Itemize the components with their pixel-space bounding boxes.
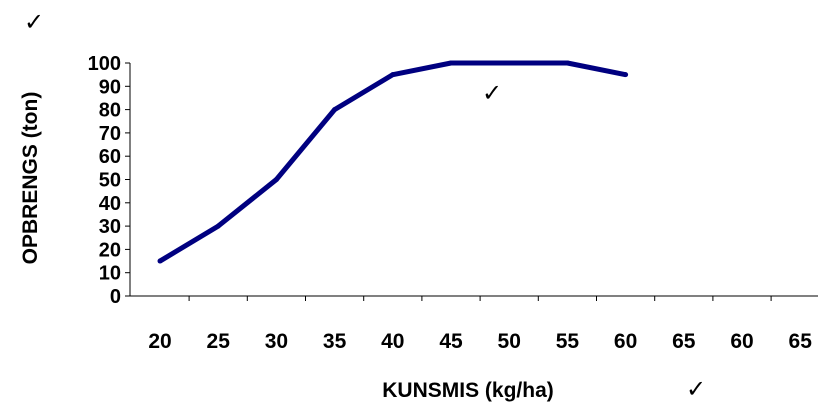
x-tick-label: 20 [148, 330, 171, 353]
x-tick-label: 60 [730, 330, 753, 353]
x-tick-label: 35 [323, 330, 347, 353]
y-axis-title: OPBRENGS (ton) [19, 92, 42, 265]
y-tick-label: 30 [99, 216, 121, 238]
x-ticks: 20 25 30 35 40 45 50 55 60 65 60 65 [148, 296, 813, 353]
y-tick-label: 50 [99, 170, 121, 192]
x-tick-label: 55 [556, 330, 580, 353]
x-tick-label: 40 [381, 330, 404, 353]
x-tick-label: 25 [207, 330, 231, 353]
check-marks: ✓ ✓ ✓ [24, 8, 706, 403]
x-tick-label: 45 [439, 330, 463, 353]
y-tick-label: 20 [99, 239, 121, 261]
data-point [623, 72, 629, 78]
x-tick-label: 30 [265, 330, 288, 353]
x-tick-label: 65 [789, 330, 813, 353]
check-mark-top-left: ✓ [24, 8, 44, 36]
y-tick-label: 60 [99, 146, 121, 168]
x-tick-label: 60 [614, 330, 637, 353]
data-point [506, 60, 512, 66]
y-tick-label: 100 [88, 53, 121, 75]
y-tick-label: 80 [99, 100, 121, 122]
data-point [215, 223, 221, 229]
y-tick-label: 10 [99, 263, 121, 285]
data-point [448, 60, 454, 66]
series-line-0 [158, 60, 627, 264]
y-tick-label: 90 [99, 76, 121, 98]
data-point [157, 258, 163, 264]
x-axis-title: KUNSMIS (kg/ha) [382, 379, 554, 402]
x-tick-label: 50 [498, 330, 521, 353]
data-point [564, 60, 570, 66]
data-point [390, 72, 396, 78]
data-point [273, 177, 279, 182]
check-mark-plot: ✓ [482, 79, 502, 107]
check-mark-xlabel: ✓ [686, 375, 706, 403]
x-tick-label: 65 [672, 330, 696, 353]
data-point [332, 107, 338, 113]
y-tick-label: 0 [110, 286, 121, 308]
series-layer [157, 60, 629, 264]
y-tick-label: 40 [99, 193, 121, 215]
y-tick-label: 70 [99, 123, 121, 145]
